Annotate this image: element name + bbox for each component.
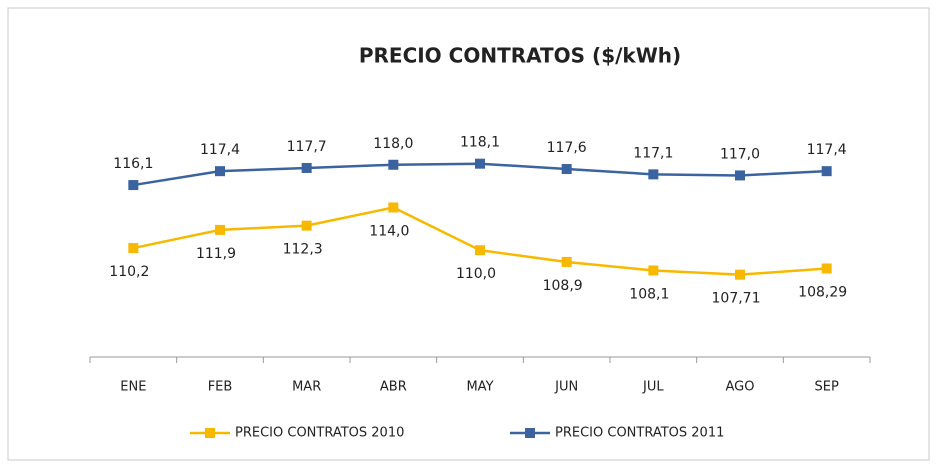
x-tick-label: ENE (120, 380, 146, 395)
x-tick-label: MAY (466, 380, 493, 395)
data-label: 117,4 (200, 142, 240, 158)
data-label: 118,1 (460, 135, 500, 151)
x-tick-label: FEB (208, 380, 233, 395)
point-marker (821, 166, 832, 177)
data-label: 112,3 (283, 242, 323, 258)
point-marker (648, 169, 659, 180)
data-label: 107,71 (712, 291, 761, 307)
data-label: 117,1 (633, 145, 673, 161)
point-marker (301, 220, 312, 231)
point-marker (475, 158, 485, 169)
point-marker (735, 269, 745, 280)
x-tick-label: ABR (380, 380, 407, 395)
data-label: 116,1 (113, 156, 153, 172)
data-label: 108,29 (798, 284, 847, 300)
point-marker (388, 202, 399, 213)
point-marker (735, 170, 745, 181)
legend-label: PRECIO CONTRATOS 2010 (235, 426, 404, 441)
data-label: 110,2 (109, 264, 149, 280)
x-tick-label: JUL (642, 380, 664, 395)
data-label: 114,0 (369, 223, 409, 239)
point-marker (128, 243, 139, 254)
legend-marker (205, 428, 215, 438)
chart-frame (7, 7, 930, 461)
data-label: 117,6 (547, 140, 587, 156)
point-marker (821, 263, 832, 274)
chart-title: PRECIO CONTRATOS ($/kWh) (359, 44, 681, 68)
point-marker (301, 162, 312, 173)
point-marker (215, 166, 225, 177)
x-tick-label: SEP (815, 380, 839, 395)
legend-label: PRECIO CONTRATOS 2011 (555, 426, 724, 441)
x-tick-label: JUN (554, 380, 578, 395)
data-label: 117,4 (807, 142, 847, 158)
point-marker (561, 164, 572, 175)
data-label: 118,0 (373, 136, 413, 152)
data-label: 111,9 (196, 246, 236, 262)
data-label: 110,0 (456, 266, 496, 282)
point-marker (128, 180, 139, 191)
point-marker (388, 159, 399, 170)
point-marker (561, 256, 572, 267)
point-marker (648, 265, 659, 276)
data-label: 117,7 (287, 139, 327, 155)
data-label: 108,1 (629, 286, 669, 302)
legend-marker (525, 428, 535, 438)
data-label: 108,9 (543, 278, 583, 294)
point-marker (215, 224, 225, 235)
x-tick-label: AGO (726, 380, 755, 395)
x-tick-label: MAR (292, 380, 321, 395)
data-label: 117,0 (720, 146, 760, 162)
point-marker (475, 245, 485, 256)
